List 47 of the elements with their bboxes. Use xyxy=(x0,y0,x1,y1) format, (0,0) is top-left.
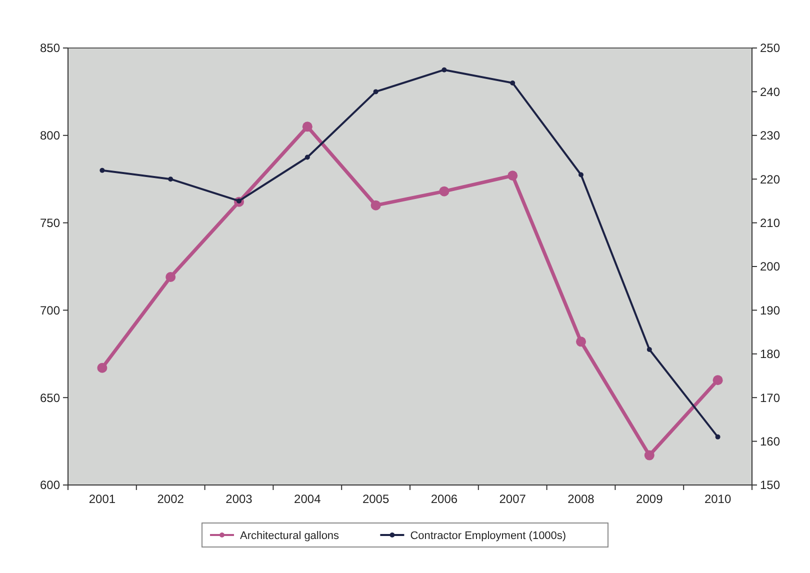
point xyxy=(442,67,447,72)
y2-tick-label: 240 xyxy=(760,84,780,99)
y2-tick-label: 210 xyxy=(760,216,780,230)
y-tick-label: 800 xyxy=(40,128,60,143)
x-tick-label: 2008 xyxy=(568,492,595,506)
y-tick-label: 650 xyxy=(40,390,60,405)
y-tick-label: 700 xyxy=(40,303,60,318)
point xyxy=(646,347,652,352)
x-tick-label: 2007 xyxy=(499,492,526,506)
y-tick-label: 850 xyxy=(40,41,60,56)
y-tick-label: 600 xyxy=(40,478,60,492)
point xyxy=(510,80,516,86)
point xyxy=(712,375,723,386)
x-tick-label: 2006 xyxy=(430,492,458,506)
point xyxy=(166,272,176,282)
x-tick-label: 2003 xyxy=(226,492,253,506)
point xyxy=(302,122,312,132)
y2-tick-label: 230 xyxy=(760,128,780,143)
x-tick-label: 2002 xyxy=(157,492,184,506)
point xyxy=(168,176,174,182)
y2-tick-label: 200 xyxy=(760,260,780,274)
y2-tick-label: 180 xyxy=(760,347,780,362)
y2-tick-label: 190 xyxy=(760,303,780,318)
point xyxy=(97,362,108,373)
point xyxy=(370,200,381,210)
point xyxy=(100,168,105,173)
point xyxy=(508,170,518,181)
point xyxy=(373,89,378,94)
x-tick-label: 2004 xyxy=(294,492,322,506)
y-tick-label: 750 xyxy=(40,216,60,230)
y2-tick-label: 160 xyxy=(760,434,780,448)
legend-label: Architectural gallons xyxy=(240,530,340,542)
legend-label: Contractor Employment (1000s) xyxy=(410,530,566,542)
point xyxy=(644,450,654,460)
point xyxy=(439,186,450,196)
y2-tick-label: 150 xyxy=(760,478,780,492)
point xyxy=(578,172,584,178)
y2-tick-label: 170 xyxy=(760,390,780,405)
x-tick-label: 2010 xyxy=(704,492,732,506)
point xyxy=(304,154,310,160)
point xyxy=(576,336,586,347)
x-tick-label: 2009 xyxy=(636,492,664,506)
point xyxy=(715,434,720,440)
y2-tick-label: 220 xyxy=(760,172,780,186)
x-tick-label: 2001 xyxy=(88,492,116,506)
x-tick-label: 2005 xyxy=(362,492,390,506)
y2-tick-label: 250 xyxy=(760,41,780,56)
